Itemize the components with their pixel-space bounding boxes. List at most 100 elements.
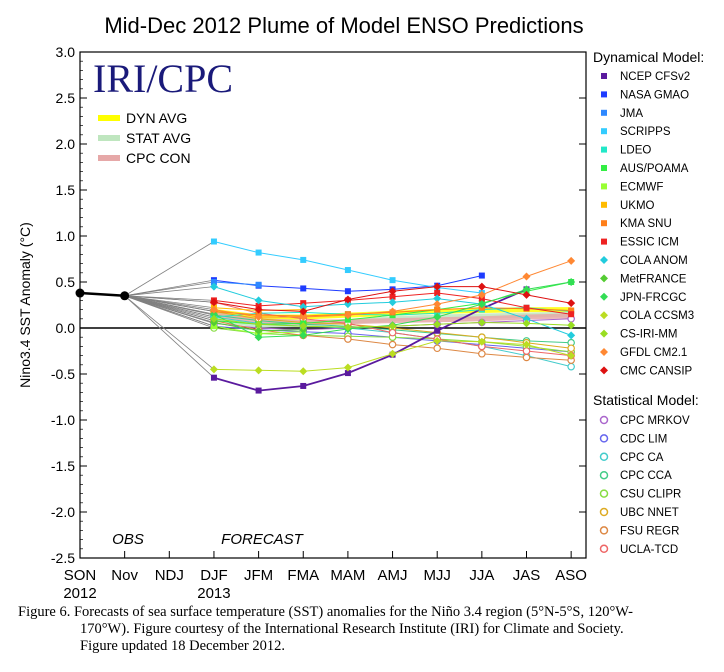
x-tick-label: MJJ xyxy=(423,567,451,584)
dyn-point xyxy=(344,267,351,274)
y-tick-label: 1.0 xyxy=(56,228,76,244)
legend-stat-marker xyxy=(599,434,609,443)
legend-dyn-label: MetFRANCE xyxy=(620,273,687,285)
dyn-point xyxy=(209,310,218,319)
legend-stat-marker xyxy=(599,507,609,517)
stat-point xyxy=(522,347,531,355)
legend-dyn-marker xyxy=(600,256,608,264)
dyn-series-line xyxy=(213,288,527,392)
x-tick-label: JJA xyxy=(469,567,494,584)
dyn-point xyxy=(522,272,531,281)
dyn-point xyxy=(567,351,576,360)
legend-dyn-marker xyxy=(601,183,607,190)
legend-dyn-label: LDEO xyxy=(620,145,651,157)
avg-legend-label: DYN AVG xyxy=(126,110,187,126)
legend-stat-marker xyxy=(599,415,609,425)
dyn-point xyxy=(300,382,307,389)
y-tick-label: 2.5 xyxy=(56,90,76,106)
legend-stat-label: CPC CCA xyxy=(620,470,672,482)
plot-area: 3.0 2.5 2.0 1.5 1.0 0.5 0.0 -0.5 -1.0 -1.5 -2.0 -2.… xyxy=(17,44,587,600)
connector-line xyxy=(124,295,215,329)
legend-dyn-marker xyxy=(600,348,608,356)
legend-dyn-label: CS-IRI-MM xyxy=(620,329,678,341)
legend-dyn-label: JPN-FRCGC xyxy=(620,292,686,304)
dyn-point xyxy=(300,256,307,263)
legend-stat-marker xyxy=(599,452,609,462)
dyn-point xyxy=(433,336,442,345)
dyn-point xyxy=(254,320,263,329)
y-tick-label: 0.0 xyxy=(56,320,76,336)
dyn-point xyxy=(299,331,308,340)
dyn-point xyxy=(388,307,397,316)
dyn-point xyxy=(209,305,218,314)
legend-dyn-marker xyxy=(601,201,607,208)
dyn-point xyxy=(299,322,308,331)
dyn-point xyxy=(254,305,263,314)
iri-cpc-logo: IRI/CPC xyxy=(93,56,233,101)
dyn-point xyxy=(255,387,262,394)
x-tick-label: JAS xyxy=(513,567,541,584)
avg-legend-label: CPC CON xyxy=(126,150,191,166)
legend-dyn-marker xyxy=(600,366,608,375)
dyn-point xyxy=(254,366,263,375)
legend-dyn-label: ESSIC ICM xyxy=(620,237,679,249)
obs-label: OBS xyxy=(112,531,144,548)
connector-line xyxy=(124,295,215,316)
dyn-point xyxy=(477,337,486,346)
legend-stat-label: CDC LIM xyxy=(620,433,667,445)
legend-dyn-marker xyxy=(601,91,607,98)
legend-dyn-marker xyxy=(601,238,607,245)
dyn-point xyxy=(433,320,442,329)
dyn-point xyxy=(300,285,307,292)
dyn-point xyxy=(478,272,485,279)
legend-stat-marker xyxy=(599,544,609,554)
dyn-point xyxy=(522,319,531,328)
dyn-point xyxy=(567,299,576,308)
dyn-point xyxy=(388,322,397,331)
chart-title: Mid-Dec 2012 Plume of Model ENSO Predict… xyxy=(104,13,583,38)
dyn-point xyxy=(389,277,396,284)
legend-dyn-label: AUS/POAMA xyxy=(620,163,689,175)
legend-dyn-label: NASA GMAO xyxy=(620,89,689,101)
connector-line xyxy=(124,295,215,324)
dyn-point xyxy=(343,311,352,320)
dyn-point xyxy=(299,312,308,321)
dyn-point xyxy=(477,282,486,291)
dyn-point xyxy=(299,367,308,376)
dyn-point xyxy=(254,333,263,342)
dyn-point xyxy=(522,285,531,294)
dyn-point xyxy=(388,349,397,358)
dyn-point xyxy=(522,314,531,323)
dyn-point xyxy=(255,281,262,288)
legend-dyn-label: UKMO xyxy=(620,200,655,212)
dyn-point xyxy=(344,316,351,323)
legend-stat-label: CSU CLIPR xyxy=(620,489,681,501)
x-tick-label: FMA xyxy=(287,567,319,584)
dyn-point xyxy=(344,370,351,377)
caption-line-1: Figure 6. Forecasts of sea surface tempe… xyxy=(18,604,633,620)
forecast-label: FORECAST xyxy=(221,531,305,548)
x-tick-label: ASO xyxy=(555,567,587,584)
dyn-point xyxy=(343,300,352,309)
legend-dyn-label: SCRIPPS xyxy=(620,126,671,138)
dyn-point xyxy=(388,298,397,307)
dyn-point xyxy=(209,314,218,323)
dyn-point xyxy=(567,256,576,265)
x-tick-label: SON xyxy=(64,567,97,584)
legend-stat-label: CPC CA xyxy=(620,452,664,464)
x-tick-label: DJF xyxy=(200,567,228,584)
x-tick-label: MAM xyxy=(330,567,365,584)
dyn-point xyxy=(434,327,441,334)
stat-point xyxy=(388,328,397,337)
y-tick-label: -1.0 xyxy=(51,412,75,428)
legend-dyn-marker xyxy=(600,311,608,320)
legend-dyn-label: NCEP CFSv2 xyxy=(620,71,690,83)
dyn-point xyxy=(209,365,218,374)
dyn-point xyxy=(343,295,352,304)
connector-line xyxy=(124,295,215,312)
dyn-point xyxy=(299,302,308,311)
legend-dyn-marker xyxy=(601,109,607,116)
legend-stat-marker xyxy=(599,489,609,498)
x-tick-label: AMJ xyxy=(378,567,408,584)
